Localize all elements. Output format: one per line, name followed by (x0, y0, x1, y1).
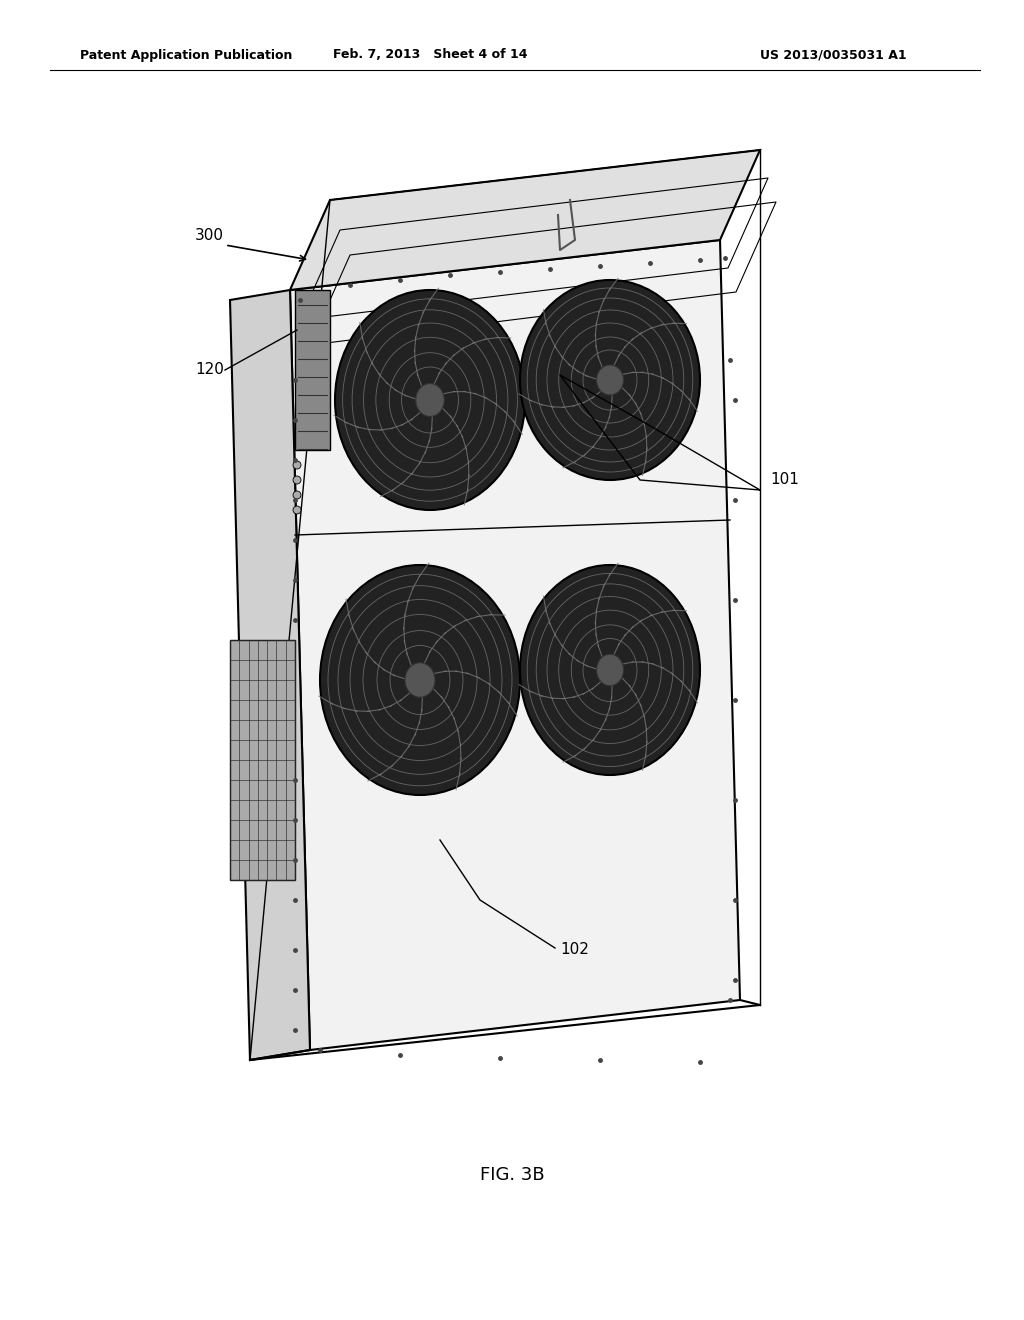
Text: US 2013/0035031 A1: US 2013/0035031 A1 (760, 49, 906, 62)
Text: 300: 300 (195, 227, 224, 243)
Ellipse shape (597, 655, 624, 686)
Polygon shape (295, 290, 330, 450)
Ellipse shape (293, 477, 301, 484)
Ellipse shape (520, 565, 700, 775)
Text: 101: 101 (770, 473, 799, 487)
Polygon shape (290, 240, 740, 1049)
Ellipse shape (319, 565, 520, 795)
Ellipse shape (293, 461, 301, 469)
Ellipse shape (406, 663, 435, 697)
Ellipse shape (416, 384, 444, 417)
Polygon shape (230, 640, 295, 880)
Text: Feb. 7, 2013   Sheet 4 of 14: Feb. 7, 2013 Sheet 4 of 14 (333, 49, 527, 62)
Ellipse shape (335, 290, 525, 510)
Ellipse shape (293, 491, 301, 499)
Ellipse shape (293, 506, 301, 513)
Polygon shape (230, 290, 310, 1060)
Text: FIG. 3B: FIG. 3B (479, 1166, 545, 1184)
Polygon shape (290, 150, 760, 290)
Text: 120: 120 (195, 363, 224, 378)
Ellipse shape (520, 280, 700, 480)
Ellipse shape (597, 366, 624, 395)
Text: Patent Application Publication: Patent Application Publication (80, 49, 293, 62)
Text: 102: 102 (560, 942, 589, 957)
